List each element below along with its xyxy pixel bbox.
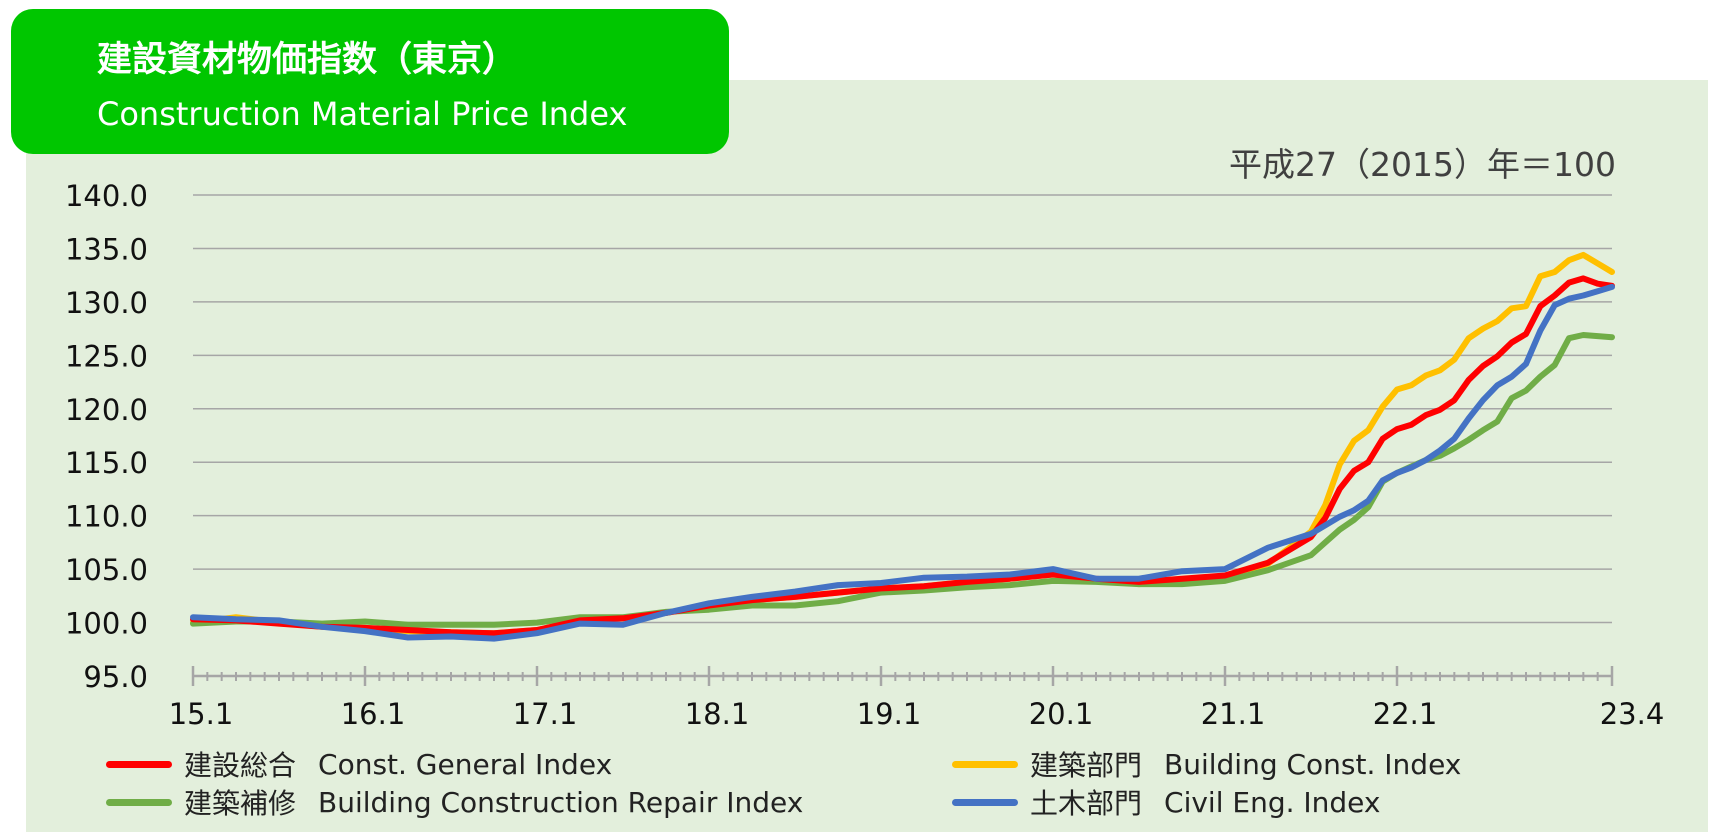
x-axis xyxy=(191,666,1614,686)
y-tick-label: 110.0 xyxy=(65,500,148,534)
legend-label-en: Civil Eng. Index xyxy=(1164,785,1381,819)
x-tick-label: 21.1 xyxy=(1201,697,1266,731)
y-tick-label: 95.0 xyxy=(83,660,148,694)
legend-item-general: 建設総合 Const. General Index xyxy=(106,744,612,784)
series-lines xyxy=(190,251,1615,642)
x-tick-label: 15.1 xyxy=(169,697,234,731)
base-year-note: 平成27（2015）年＝100 xyxy=(1229,145,1616,184)
legend-line-icon xyxy=(106,798,172,806)
series-line xyxy=(190,332,1615,628)
legend-label-en: Building Const. Index xyxy=(1164,747,1462,781)
legend-label-en: Const. General Index xyxy=(318,747,613,781)
x-tick-label: 16.1 xyxy=(341,697,406,731)
x-tick-label: 23.4 xyxy=(1600,697,1665,731)
legend-line-icon xyxy=(952,798,1018,806)
x-tick-labels: 15.1 16.1 17.1 18.1 19.1 20.1 21.1 22.1 23.4 xyxy=(169,697,1665,731)
series-line xyxy=(190,283,1615,642)
y-tick-label: 140.0 xyxy=(65,179,148,213)
x-tick-label: 20.1 xyxy=(1029,697,1094,731)
legend-label-jp: 建築部門 xyxy=(1030,749,1143,782)
y-tick-labels: 95.0 100.0 105.0 110.0 115.0 120.0 125.0 130.0 1… xyxy=(65,179,148,694)
y-tick-label: 135.0 xyxy=(65,232,148,266)
x-tick-label: 22.1 xyxy=(1373,697,1438,731)
y-tick-label: 100.0 xyxy=(65,607,148,641)
legend-label-jp: 建築補修 xyxy=(184,787,297,820)
legend-label-jp: 建設総合 xyxy=(184,749,297,782)
x-tick-label: 17.1 xyxy=(513,697,578,731)
y-tick-label: 115.0 xyxy=(65,446,148,480)
legend-line-icon xyxy=(952,760,1018,768)
y-tick-label: 105.0 xyxy=(65,553,148,587)
x-tick-label: 18.1 xyxy=(685,697,750,731)
series-line xyxy=(190,275,1615,637)
legend-line-icon xyxy=(106,760,172,768)
y-tick-label: 130.0 xyxy=(65,286,148,320)
gridlines xyxy=(193,194,1612,624)
y-tick-label: 125.0 xyxy=(65,339,148,373)
y-tick-label: 120.0 xyxy=(65,393,148,427)
title-banner: 建設資材物価指数（東京） Construction Material Price… xyxy=(11,9,729,154)
legend-label-en: Building Construction Repair Index xyxy=(318,785,804,819)
legend-item-civil: 土木部門 Civil Eng. Index xyxy=(952,782,1380,822)
series-line xyxy=(190,251,1615,637)
legend-item-repair: 建築補修 Building Construction Repair Index xyxy=(106,782,803,822)
chart-title-en: Construction Material Price Index xyxy=(97,95,628,133)
legend-label-jp: 土木部門 xyxy=(1030,787,1143,820)
x-tick-label: 19.1 xyxy=(857,697,922,731)
chart-title-jp: 建設資材物価指数（東京） xyxy=(97,40,518,80)
legend-item-building: 建築部門 Building Const. Index xyxy=(952,744,1461,784)
